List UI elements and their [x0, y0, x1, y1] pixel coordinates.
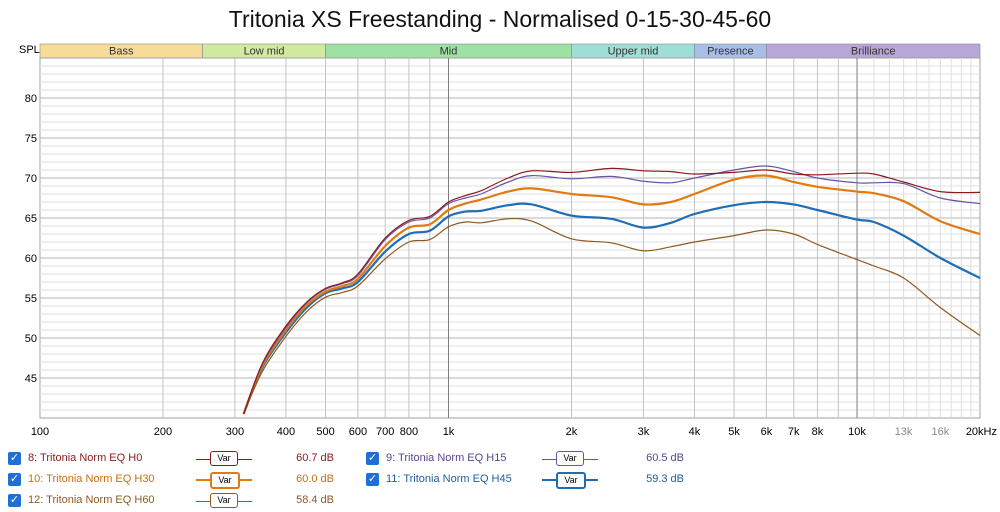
- legend-item: ✓ 10: Tritonia Norm EQ H30 Var 60.0 dB: [8, 470, 338, 490]
- x-tick-label: 20kHz: [966, 426, 997, 438]
- x-tick-label: 400: [277, 426, 295, 438]
- var-button[interactable]: Var: [210, 451, 238, 466]
- x-tick-label: 500: [316, 426, 334, 438]
- y-tick-label: 50: [25, 333, 37, 345]
- y-tick-label: 65: [25, 213, 37, 225]
- legend-checkbox[interactable]: ✓: [8, 494, 21, 507]
- legend-checkbox[interactable]: ✓: [8, 452, 21, 465]
- x-tick-label: 600: [349, 426, 367, 438]
- y-tick-label: 75: [25, 133, 37, 145]
- x-tick-label: 5k: [728, 426, 740, 438]
- x-tick-label: 300: [226, 426, 244, 438]
- x-tick-label: 10k: [848, 426, 866, 438]
- band-label: Brilliance: [851, 46, 896, 58]
- legend-item: ✓ 11: Tritonia Norm EQ H45 Var 59.3 dB: [366, 470, 696, 490]
- grid-lines: [40, 58, 980, 418]
- legend-label: 8: Tritonia Norm EQ H0: [28, 452, 143, 464]
- legend-level: 60.0 dB: [296, 473, 334, 485]
- x-tick-label: 2k: [566, 426, 578, 438]
- var-button[interactable]: Var: [210, 493, 238, 508]
- plot-area: [39, 57, 981, 419]
- y-tick-label: 45: [25, 373, 37, 385]
- x-tick-label: 8k: [812, 426, 824, 438]
- chart-title: Tritonia XS Freestanding - Normalised 0-…: [228, 6, 772, 32]
- x-tick-label: 700: [376, 426, 394, 438]
- var-button[interactable]: Var: [210, 472, 240, 489]
- x-tick-label: 7k: [788, 426, 800, 438]
- x-tick-label: 16k: [932, 426, 950, 438]
- y-axis-ticks: 45 50 55 60 65 70 75 80: [25, 93, 37, 385]
- series-line-3: [242, 200, 981, 415]
- var-button[interactable]: Var: [556, 451, 584, 466]
- y-axis-label: SPL: [19, 44, 40, 56]
- band-label: Low mid: [244, 46, 285, 58]
- legend-checkbox[interactable]: ✓: [366, 473, 379, 486]
- band-label: Mid: [440, 46, 458, 58]
- x-tick-label: 13k: [895, 426, 913, 438]
- x-tick-label: 800: [400, 426, 418, 438]
- legend-label: 9: Tritonia Norm EQ H15: [386, 452, 507, 464]
- y-tick-label: 70: [25, 173, 37, 185]
- x-tick-label: 1k: [443, 426, 455, 438]
- band-label: Upper mid: [608, 46, 659, 58]
- legend-checkbox[interactable]: ✓: [8, 473, 21, 486]
- var-button[interactable]: Var: [556, 472, 586, 489]
- x-tick-label: 6k: [761, 426, 773, 438]
- legend-level: 60.7 dB: [296, 452, 334, 464]
- series-line-2: [242, 174, 981, 415]
- legend-label: 10: Tritonia Norm EQ H30: [28, 473, 155, 485]
- y-tick-label: 55: [25, 293, 37, 305]
- y-tick-label: 80: [25, 93, 37, 105]
- x-tick-label: 100: [31, 426, 49, 438]
- series-line-1: [243, 165, 981, 415]
- y-tick-label: 60: [25, 253, 37, 265]
- legend-label: 11: Tritonia Norm EQ H45: [386, 473, 512, 485]
- series-lines: [242, 165, 981, 415]
- series-line-0: [243, 167, 981, 415]
- x-axis-ticks: 100 200 300 400 500 600 700 800 1k 2k 3k 4k 5k 6k 7k 8k…: [31, 426, 997, 438]
- legend-checkbox[interactable]: ✓: [366, 452, 379, 465]
- band-label: Presence: [707, 46, 753, 58]
- legend-level: 58.4 dB: [296, 494, 334, 506]
- legend-label: 12: Tritonia Norm EQ H60: [28, 494, 155, 506]
- x-tick-label: 200: [154, 426, 172, 438]
- frequency-bands: Bass Low mid Mid Upper mid Presence Brillianc…: [39, 43, 981, 59]
- series-line-4: [243, 217, 981, 415]
- band-label: Bass: [109, 46, 134, 58]
- legend-item: ✓ 8: Tritonia Norm EQ H0 Var 60.7 dB: [8, 449, 338, 469]
- legend-item: ✓ 12: Tritonia Norm EQ H60 Var 58.4 dB: [8, 491, 338, 511]
- legend-level: 60.5 dB: [646, 452, 684, 464]
- legend-item: ✓ 9: Tritonia Norm EQ H15 Var 60.5 dB: [366, 449, 696, 469]
- legend-level: 59.3 dB: [646, 473, 684, 485]
- x-tick-label: 4k: [689, 426, 701, 438]
- x-tick-label: 3k: [638, 426, 650, 438]
